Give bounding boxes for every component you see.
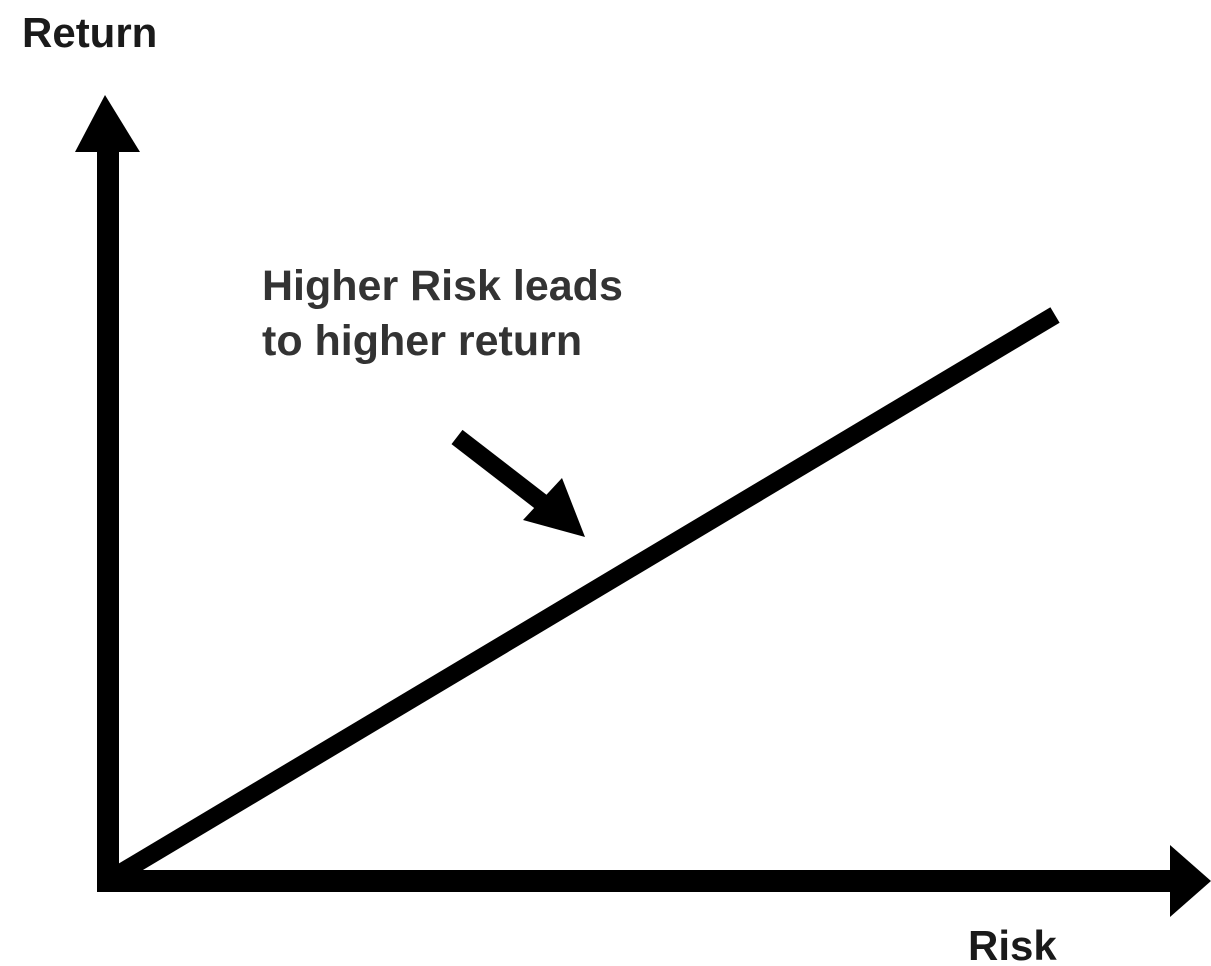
x-axis-label: Risk (968, 922, 1057, 966)
annotation-line: Higher Risk leads (262, 262, 623, 310)
y-axis-label: Return (22, 9, 157, 56)
pointer-arrowhead (523, 478, 585, 537)
risk-return-line (107, 307, 1060, 886)
pointer-shaft (451, 429, 551, 513)
x-axis-arrowhead (1170, 845, 1211, 917)
annotation-line: to higher return (262, 317, 582, 365)
y-axis-arrowhead (75, 95, 140, 152)
